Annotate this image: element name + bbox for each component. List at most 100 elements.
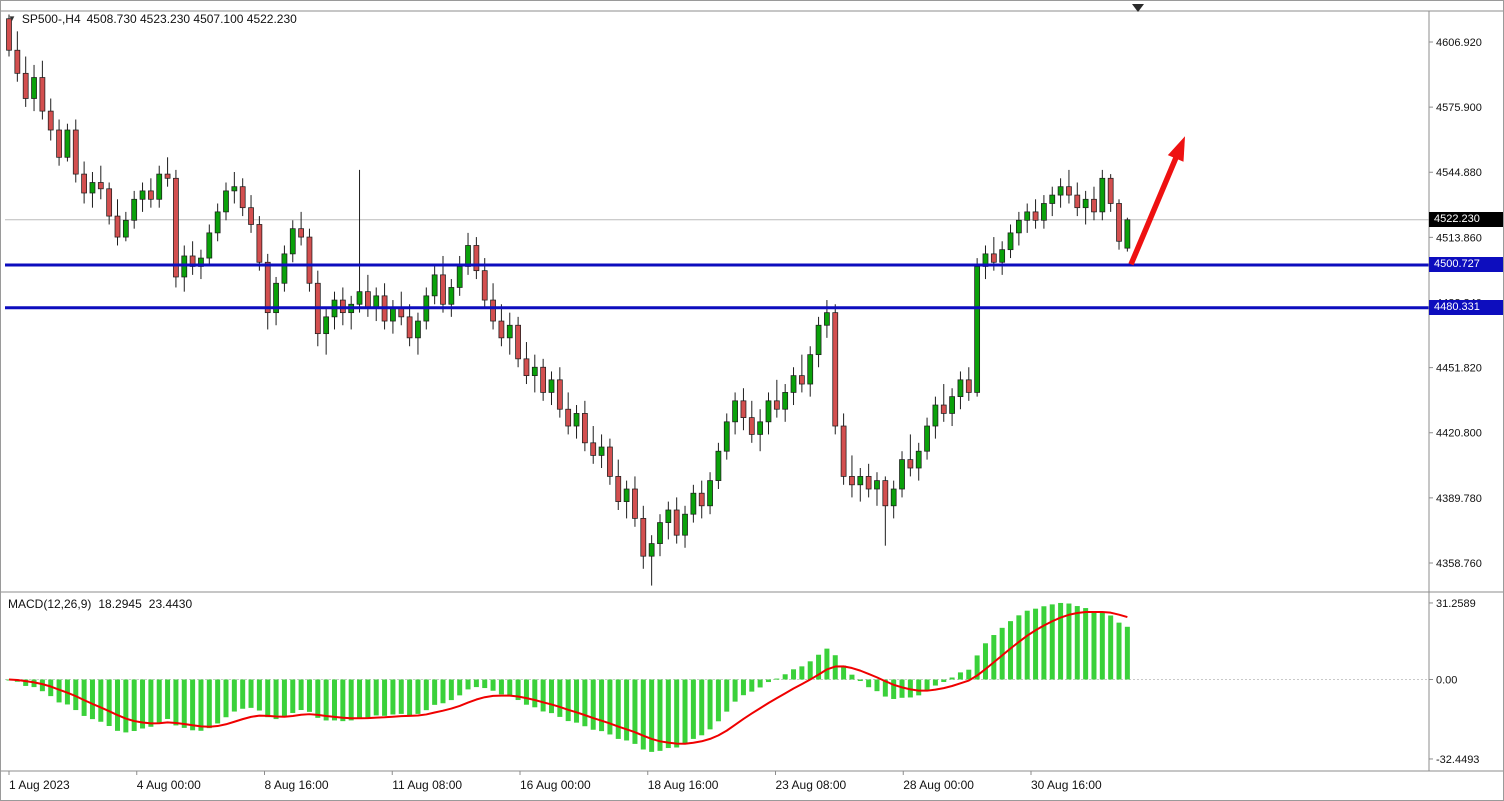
candle — [289, 228, 296, 255]
macd-histogram-bar — [874, 679, 880, 692]
macd-histogram-bar — [1124, 626, 1130, 680]
candle — [890, 488, 897, 507]
time-axis-label: 4 Aug 00:00 — [137, 778, 201, 792]
macd-histogram-bar — [699, 679, 705, 736]
macd-histogram-bar — [757, 679, 763, 688]
macd-histogram-bar — [265, 679, 271, 718]
macd-histogram-bar — [682, 679, 688, 745]
macd-histogram-bar — [465, 679, 471, 690]
trend-arrow-head[interactable] — [1167, 136, 1185, 162]
macd-histogram-bar — [1116, 622, 1122, 680]
candle — [565, 408, 572, 427]
macd-histogram-bar — [140, 679, 146, 729]
macd-histogram-bar — [39, 679, 45, 692]
macd-histogram-bar — [740, 679, 746, 696]
time-axis-label: 23 Aug 08:00 — [776, 778, 847, 792]
macd-histogram-bar — [131, 679, 137, 732]
macd-histogram-bar — [607, 679, 613, 735]
macd-histogram-bar — [999, 627, 1005, 680]
candle — [1024, 211, 1031, 221]
candle — [824, 312, 830, 326]
candle — [114, 215, 121, 238]
macd-histogram-bar — [849, 674, 855, 680]
candle — [773, 400, 780, 410]
macd-histogram-bar — [540, 679, 546, 712]
candle — [306, 236, 313, 284]
candle — [264, 261, 271, 314]
macd-histogram-bar — [941, 679, 947, 682]
candle — [223, 190, 229, 213]
macd-axis-label: 0.00 — [1436, 675, 1457, 687]
macd-histogram-bar — [73, 679, 79, 711]
macd-histogram-bar — [490, 679, 496, 691]
candle — [915, 450, 922, 469]
macd-histogram-bar — [398, 679, 404, 714]
macd-histogram-bar — [315, 679, 321, 718]
level-tag-upper: 4500.727 — [1429, 257, 1503, 273]
candle — [515, 324, 521, 360]
macd-main-value: 18.2945 — [98, 597, 142, 611]
macd-histogram-bar — [899, 679, 905, 698]
macd-histogram-bar — [1066, 603, 1072, 680]
chart-shift-marker-icon[interactable] — [1132, 4, 1144, 12]
macd-histogram-bar — [123, 679, 129, 733]
candle — [531, 366, 538, 377]
macd-histogram-bar — [548, 679, 554, 714]
symbol-info-bar: ▼ SP500-,H4 4508.730 4523.230 4507.100 4… — [8, 12, 297, 26]
candle — [398, 308, 405, 318]
candle — [440, 274, 446, 305]
macd-histogram-bar — [574, 679, 580, 723]
macd-histogram-bar — [707, 679, 713, 730]
candle — [1032, 211, 1039, 221]
trend-arrow-shaft[interactable] — [1128, 153, 1180, 266]
candle — [815, 324, 822, 356]
candle — [14, 49, 21, 74]
candle — [832, 312, 839, 427]
macd-histogram-bar — [407, 679, 413, 716]
macd-histogram-bar — [1041, 606, 1047, 680]
candle — [882, 480, 889, 507]
macd-histogram-bar — [991, 635, 997, 680]
candle — [156, 173, 163, 200]
candle — [982, 253, 989, 267]
candle — [39, 77, 46, 112]
macd-histogram-bar — [148, 679, 154, 727]
price-axis-label: 4451.820 — [1436, 363, 1482, 375]
macd-histogram-bar — [791, 669, 797, 680]
candle — [415, 320, 421, 339]
candle — [89, 182, 96, 194]
candle — [22, 72, 29, 99]
macd-histogram-bar — [774, 678, 780, 680]
macd-histogram-bar — [390, 679, 396, 715]
macd-histogram-bar — [1058, 602, 1064, 680]
candle — [1041, 203, 1047, 221]
candle — [748, 417, 755, 435]
candle — [56, 129, 62, 158]
candle — [6, 18, 12, 51]
macd-histogram-bar — [357, 679, 363, 719]
symbol-marker-icon: ▼ — [8, 14, 16, 23]
ohlc-readout: 4508.730 4523.230 4507.100 4522.230 — [86, 12, 297, 26]
candle — [548, 379, 555, 393]
macd-histogram-bar — [657, 679, 663, 751]
macd-histogram-bar — [590, 679, 596, 730]
price-axis-label: 4606.920 — [1436, 37, 1482, 49]
candle — [189, 255, 196, 267]
macd-histogram-bar — [1074, 606, 1080, 680]
macd-name: MACD(12,26,9) — [8, 597, 92, 611]
candle — [248, 207, 254, 225]
candle — [498, 320, 505, 339]
candle — [640, 518, 647, 557]
price-axis-label: 4513.860 — [1436, 232, 1482, 244]
macd-signal-value: 23.4430 — [148, 597, 193, 611]
macd-histogram-bar — [248, 679, 254, 708]
candle — [623, 488, 630, 502]
macd-histogram-bar — [482, 679, 488, 689]
macd-histogram-bar — [448, 679, 454, 701]
candle — [239, 186, 246, 209]
macd-histogram-bar — [440, 679, 446, 704]
candle — [47, 110, 54, 131]
macd-histogram-bar — [916, 679, 922, 696]
candle — [1091, 198, 1097, 213]
